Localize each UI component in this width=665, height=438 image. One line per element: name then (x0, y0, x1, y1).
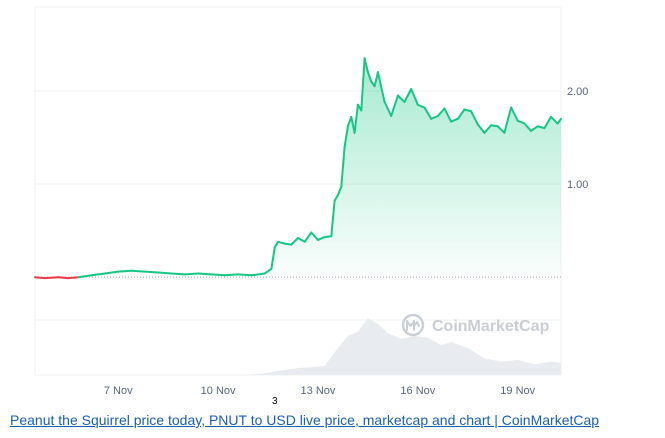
x-tick-label: 16 Nov (400, 385, 435, 397)
price-line-segment (456, 108, 466, 120)
price-line-segment (490, 124, 499, 128)
price-line-segment (373, 71, 379, 88)
price-line-segment (170, 272, 186, 276)
price-line-segment (550, 115, 559, 125)
price-line-segment (476, 123, 486, 134)
x-tick-label: 7 Nov (104, 385, 133, 397)
price-line-segment (44, 276, 60, 280)
price-line-segment (366, 71, 373, 83)
price-line-segment (353, 103, 359, 134)
price-line-segment (523, 122, 532, 132)
x-tick-label: 13 Nov (301, 385, 336, 397)
price-line-segment (543, 115, 552, 130)
price-line-segment (336, 185, 343, 197)
price-line-segment (530, 125, 539, 132)
price-area-fill (35, 58, 561, 278)
price-line-segment (556, 117, 562, 125)
price-line-segment (77, 274, 93, 279)
price-line-segment (277, 240, 286, 245)
price-line-segment (290, 237, 299, 246)
price-line-segment (197, 272, 213, 276)
price-line-segment (143, 270, 160, 274)
watermark: CoinMarketCap (401, 313, 550, 337)
price-line-segment (360, 57, 366, 112)
price-line-segment (117, 269, 133, 273)
price-line-segment (450, 117, 459, 123)
footnote-marker: 3 (272, 396, 278, 407)
price-line-segment (383, 101, 393, 117)
price-line-segment (536, 125, 546, 130)
price-line-segment (57, 276, 70, 280)
price-line-segment (470, 110, 479, 126)
price-line-segment (67, 276, 80, 280)
price-line-segment (270, 246, 276, 270)
y-tick-label: 2.00 (567, 86, 588, 98)
watermark-text: CoinMarketCap (432, 318, 550, 335)
price-line-segment (436, 107, 446, 117)
page-caption-link[interactable]: Peanut the Squirrel price today, PNUT to… (10, 412, 600, 428)
price-line-segment (210, 273, 226, 277)
price-chart-svg: 1.00 2.00 7 Nov 10 Nov 13 Nov 16 Nov 19 Nov C… (34, 6, 588, 397)
price-line-segment (273, 240, 279, 249)
price-line-segment (516, 119, 526, 125)
x-tick-label: 19 Nov (500, 385, 535, 397)
x-axis-ticks: 7 Nov 10 Nov 13 Nov 16 Nov 19 Nov (104, 385, 536, 397)
price-line-segment (396, 94, 406, 103)
price-line-segment (340, 145, 346, 188)
price-line-segment (423, 106, 433, 120)
price-line-segment (283, 242, 293, 246)
price-line-segment (503, 106, 513, 134)
coinmarketcap-logo-icon (401, 313, 425, 337)
price-line-segment (463, 108, 473, 113)
price-line-segment (403, 88, 413, 103)
price-line-segment (510, 106, 519, 122)
y-axis-ticks: 1.00 2.00 (567, 86, 588, 191)
price-line-segment (363, 57, 369, 74)
price-line-segment (343, 125, 349, 148)
price-line-segment (223, 273, 240, 277)
price-line-segment (303, 231, 313, 243)
price-line-segment (376, 71, 386, 103)
price-line-segment (323, 235, 333, 239)
price-line-segment (103, 270, 120, 275)
price-line-segment (130, 269, 146, 273)
price-line-segment (410, 88, 419, 106)
price-line-segment (237, 273, 253, 277)
price-line-segment (390, 94, 399, 117)
price-line-segment (250, 272, 266, 277)
price-line-segment (34, 276, 46, 280)
price-line-segment (430, 115, 439, 120)
price-line-segment (330, 199, 336, 238)
price-line-segment (157, 271, 173, 275)
y-tick-label: 1.00 (567, 179, 588, 191)
price-line-segment (183, 272, 200, 276)
price-line-segment (310, 231, 319, 241)
price-line-segment (90, 272, 106, 277)
price-line-segment (496, 125, 506, 134)
price-line-segment (297, 237, 306, 243)
price-line-segment (333, 194, 339, 202)
price-line-segment (483, 124, 493, 134)
price-chart: 1.00 2.00 7 Nov 10 Nov 13 Nov 16 Nov 19 Nov C… (34, 6, 588, 397)
price-line-segment (443, 107, 453, 123)
price-line-segment (263, 267, 273, 275)
price-line-series (34, 57, 562, 280)
volume-area (35, 318, 561, 375)
price-line-segment (416, 103, 426, 109)
x-tick-label: 10 Nov (201, 385, 236, 397)
price-line-segment (317, 236, 326, 241)
